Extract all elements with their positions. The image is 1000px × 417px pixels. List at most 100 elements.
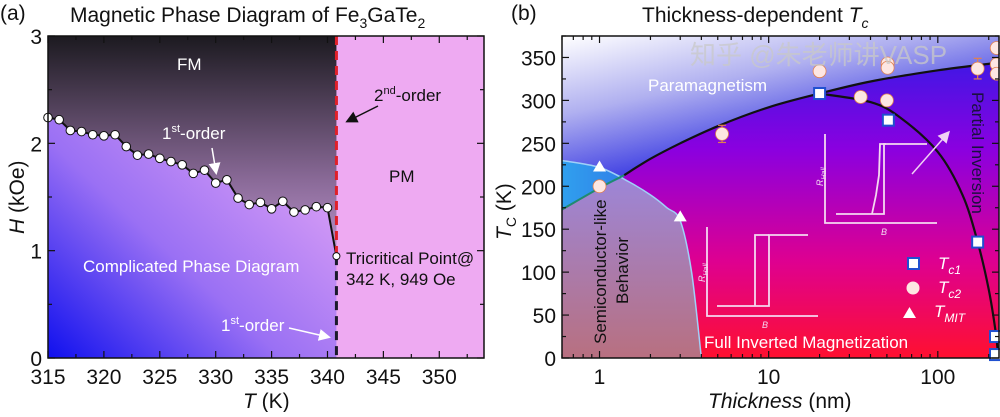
x-tick-label: 1 (594, 366, 606, 389)
inset-ylabel-1: RHall (697, 263, 710, 282)
tc-data-points (592, 41, 1000, 362)
tricritical-label-line2: 342 K, 949 Oe (346, 270, 456, 289)
inset-xlabel-2: B (881, 227, 887, 237)
tc2-point (812, 64, 827, 79)
data-point (222, 175, 232, 185)
axis-ticks-b: 1 10 100 0 50 100 150 200 250 300 350 (521, 35, 999, 389)
plot-frame-b (561, 35, 1000, 359)
second-order-label: 2nd-order (374, 85, 441, 105)
data-point (177, 160, 187, 170)
inset-loop (717, 234, 808, 307)
tc2-point (715, 126, 729, 141)
data-point (166, 156, 176, 167)
tc2-point (880, 60, 895, 75)
tc2-point (853, 90, 868, 104)
x-tick-label: 100 (920, 366, 955, 389)
pm-region (336, 36, 484, 358)
inset-axes (706, 227, 818, 317)
tricritical-label-line1: Tricritical Point@ (346, 249, 474, 268)
tc1-point (881, 113, 895, 127)
y-tick-label: 100 (521, 262, 556, 285)
legend-label-tmit: TMIT (934, 302, 967, 325)
legend-label-tc2: Tc2 (938, 278, 961, 301)
first-order-upper-arrow (208, 147, 221, 175)
partial-inversion-label: Partial Inversion (968, 92, 987, 214)
paramagnetism-region (562, 36, 999, 210)
data-point (76, 126, 87, 137)
tc2-point (879, 93, 894, 108)
paramagnetism-label: Paramagnetism (648, 76, 767, 95)
x-axis-label-a: T (K) (243, 390, 290, 412)
semiconductor-label-line1: Semiconductor-like (591, 199, 610, 344)
watermark: 知乎 @朱老师讲VASP (690, 40, 947, 70)
tc2-point (989, 66, 1000, 81)
tc1-point (989, 348, 1000, 362)
data-point (99, 131, 109, 141)
y-axis-label-b: TC (K) (493, 183, 519, 240)
y-tick-label: 200 (521, 176, 556, 199)
partial-inversion-arrow (911, 130, 950, 175)
inset-partial-inversion-loop (824, 134, 937, 224)
complicated-phase-region (48, 117, 337, 358)
full-inverted-label: Full Inverted Magnetization (704, 333, 908, 352)
inset-axes (824, 134, 937, 224)
y-tick-label: 250 (521, 133, 556, 156)
data-point (277, 196, 288, 207)
data-point (311, 201, 322, 212)
data-point (244, 199, 255, 210)
phase-boundary-points (43, 112, 341, 261)
tricritical-point (332, 252, 341, 261)
fm-label: FM (177, 55, 202, 74)
legend-label-tc1: Tc1 (938, 254, 961, 277)
data-point (266, 204, 277, 214)
data-point (87, 129, 98, 140)
data-point (154, 153, 165, 164)
tc2-point (989, 41, 1000, 55)
inset-loop (836, 143, 927, 215)
first-order-lower-arrow (288, 327, 331, 341)
data-point (188, 168, 199, 179)
data-point (121, 141, 132, 152)
x-axis-label-b: Thickness (nm) (708, 390, 852, 412)
tmit-point (593, 160, 607, 172)
y-tick-label: 150 (521, 219, 556, 242)
tc1-point (971, 235, 985, 249)
panel-a: 315 320 325 330 335 340 345 350 0 1 2 3 (a) Magneti… (0, 2, 485, 413)
data-point (54, 114, 64, 125)
inset-full-inversion-loop (706, 227, 818, 317)
tc2-boundary-curve (623, 61, 1000, 177)
y-axis-label-a: H (kOe) (6, 160, 29, 234)
x-tick-label: 330 (198, 366, 233, 389)
semiconductor-region (562, 160, 702, 358)
data-point (300, 205, 310, 215)
panel-label-b: (b) (511, 2, 537, 25)
y-tick-label: 0 (30, 348, 42, 371)
data-point (143, 149, 154, 159)
x-tick-label: 335 (254, 366, 289, 389)
y-tick-label: 0 (544, 348, 556, 371)
inset-loop-return (871, 143, 886, 215)
inset-loop-return (754, 234, 769, 306)
axis-ticks-a: 315 320 325 330 335 340 345 350 0 1 2 3 (30, 26, 484, 389)
y-tick-label: 2 (30, 133, 42, 156)
panel-label-a: (a) (0, 2, 26, 25)
tmit-point (673, 210, 687, 222)
data-point (110, 129, 120, 140)
first-order-upper-label: 1st-order (162, 123, 226, 143)
y-tick-label: 300 (521, 90, 556, 113)
first-order-lower-label: 1st-order (221, 315, 285, 335)
inset-xlabel-1: B (762, 320, 768, 330)
x-tick-label: 10 (757, 366, 780, 389)
legend: Tc1 Tc2 TMIT (903, 254, 967, 325)
data-point (132, 150, 143, 160)
tc2-point (592, 179, 607, 194)
y-tick-label: 50 (533, 305, 556, 328)
x-tick-label: 340 (310, 366, 345, 389)
data-point (255, 197, 266, 208)
panel-b: RHall B RHall B 1 10 100 0 50 100 150 200 250 300… (493, 2, 1000, 413)
y-tick-label: 3 (30, 26, 42, 49)
data-point (322, 202, 333, 213)
semiconductor-label-line2: Behavior (613, 237, 632, 304)
pm-label: PM (389, 167, 415, 186)
